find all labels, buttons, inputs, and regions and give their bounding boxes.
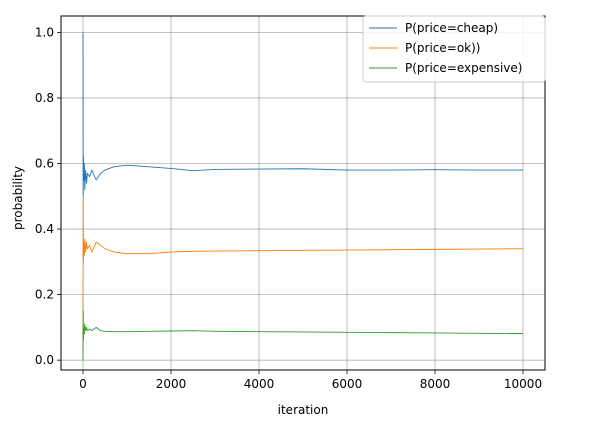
y-tick-label: 1.0	[35, 25, 54, 39]
x-axis-label: iteration	[278, 403, 329, 417]
x-tick-label: 4000	[244, 377, 275, 391]
y-axis-label: probability	[11, 166, 25, 230]
x-tick-label: 8000	[420, 377, 451, 391]
legend-entry: P(price=ok))	[405, 41, 481, 55]
legend: P(price=cheap) P(price=ok)) P(price=expens…	[362, 15, 546, 83]
y-tick-label: 0.2	[35, 288, 54, 302]
x-tick-label: 10000	[504, 377, 542, 391]
x-tick-label: 6000	[332, 377, 363, 391]
series-line-3	[82, 310, 524, 361]
series-line-2	[82, 195, 524, 361]
x-tick-label: 2000	[156, 377, 187, 391]
legend-entry: P(price=expensive)	[405, 61, 522, 75]
y-tick-label: 0.6	[35, 157, 54, 171]
series-lines	[82, 32, 524, 361]
x-axis-ticks: 0 2000 4000 6000 8000 10000	[79, 370, 542, 391]
y-tick-label: 0.0	[35, 353, 54, 367]
legend-box	[362, 15, 546, 83]
grid-lines	[61, 16, 545, 370]
legend-entry: P(price=cheap)	[405, 21, 498, 35]
y-axis-ticks: 0.0 0.2 0.4 0.6 0.8 1.0	[35, 25, 61, 367]
y-tick-label: 0.8	[35, 91, 54, 105]
series-line-1	[82, 32, 523, 197]
plot-frame	[60, 15, 546, 371]
x-tick-label: 0	[79, 377, 87, 391]
y-tick-label: 0.4	[35, 222, 54, 236]
